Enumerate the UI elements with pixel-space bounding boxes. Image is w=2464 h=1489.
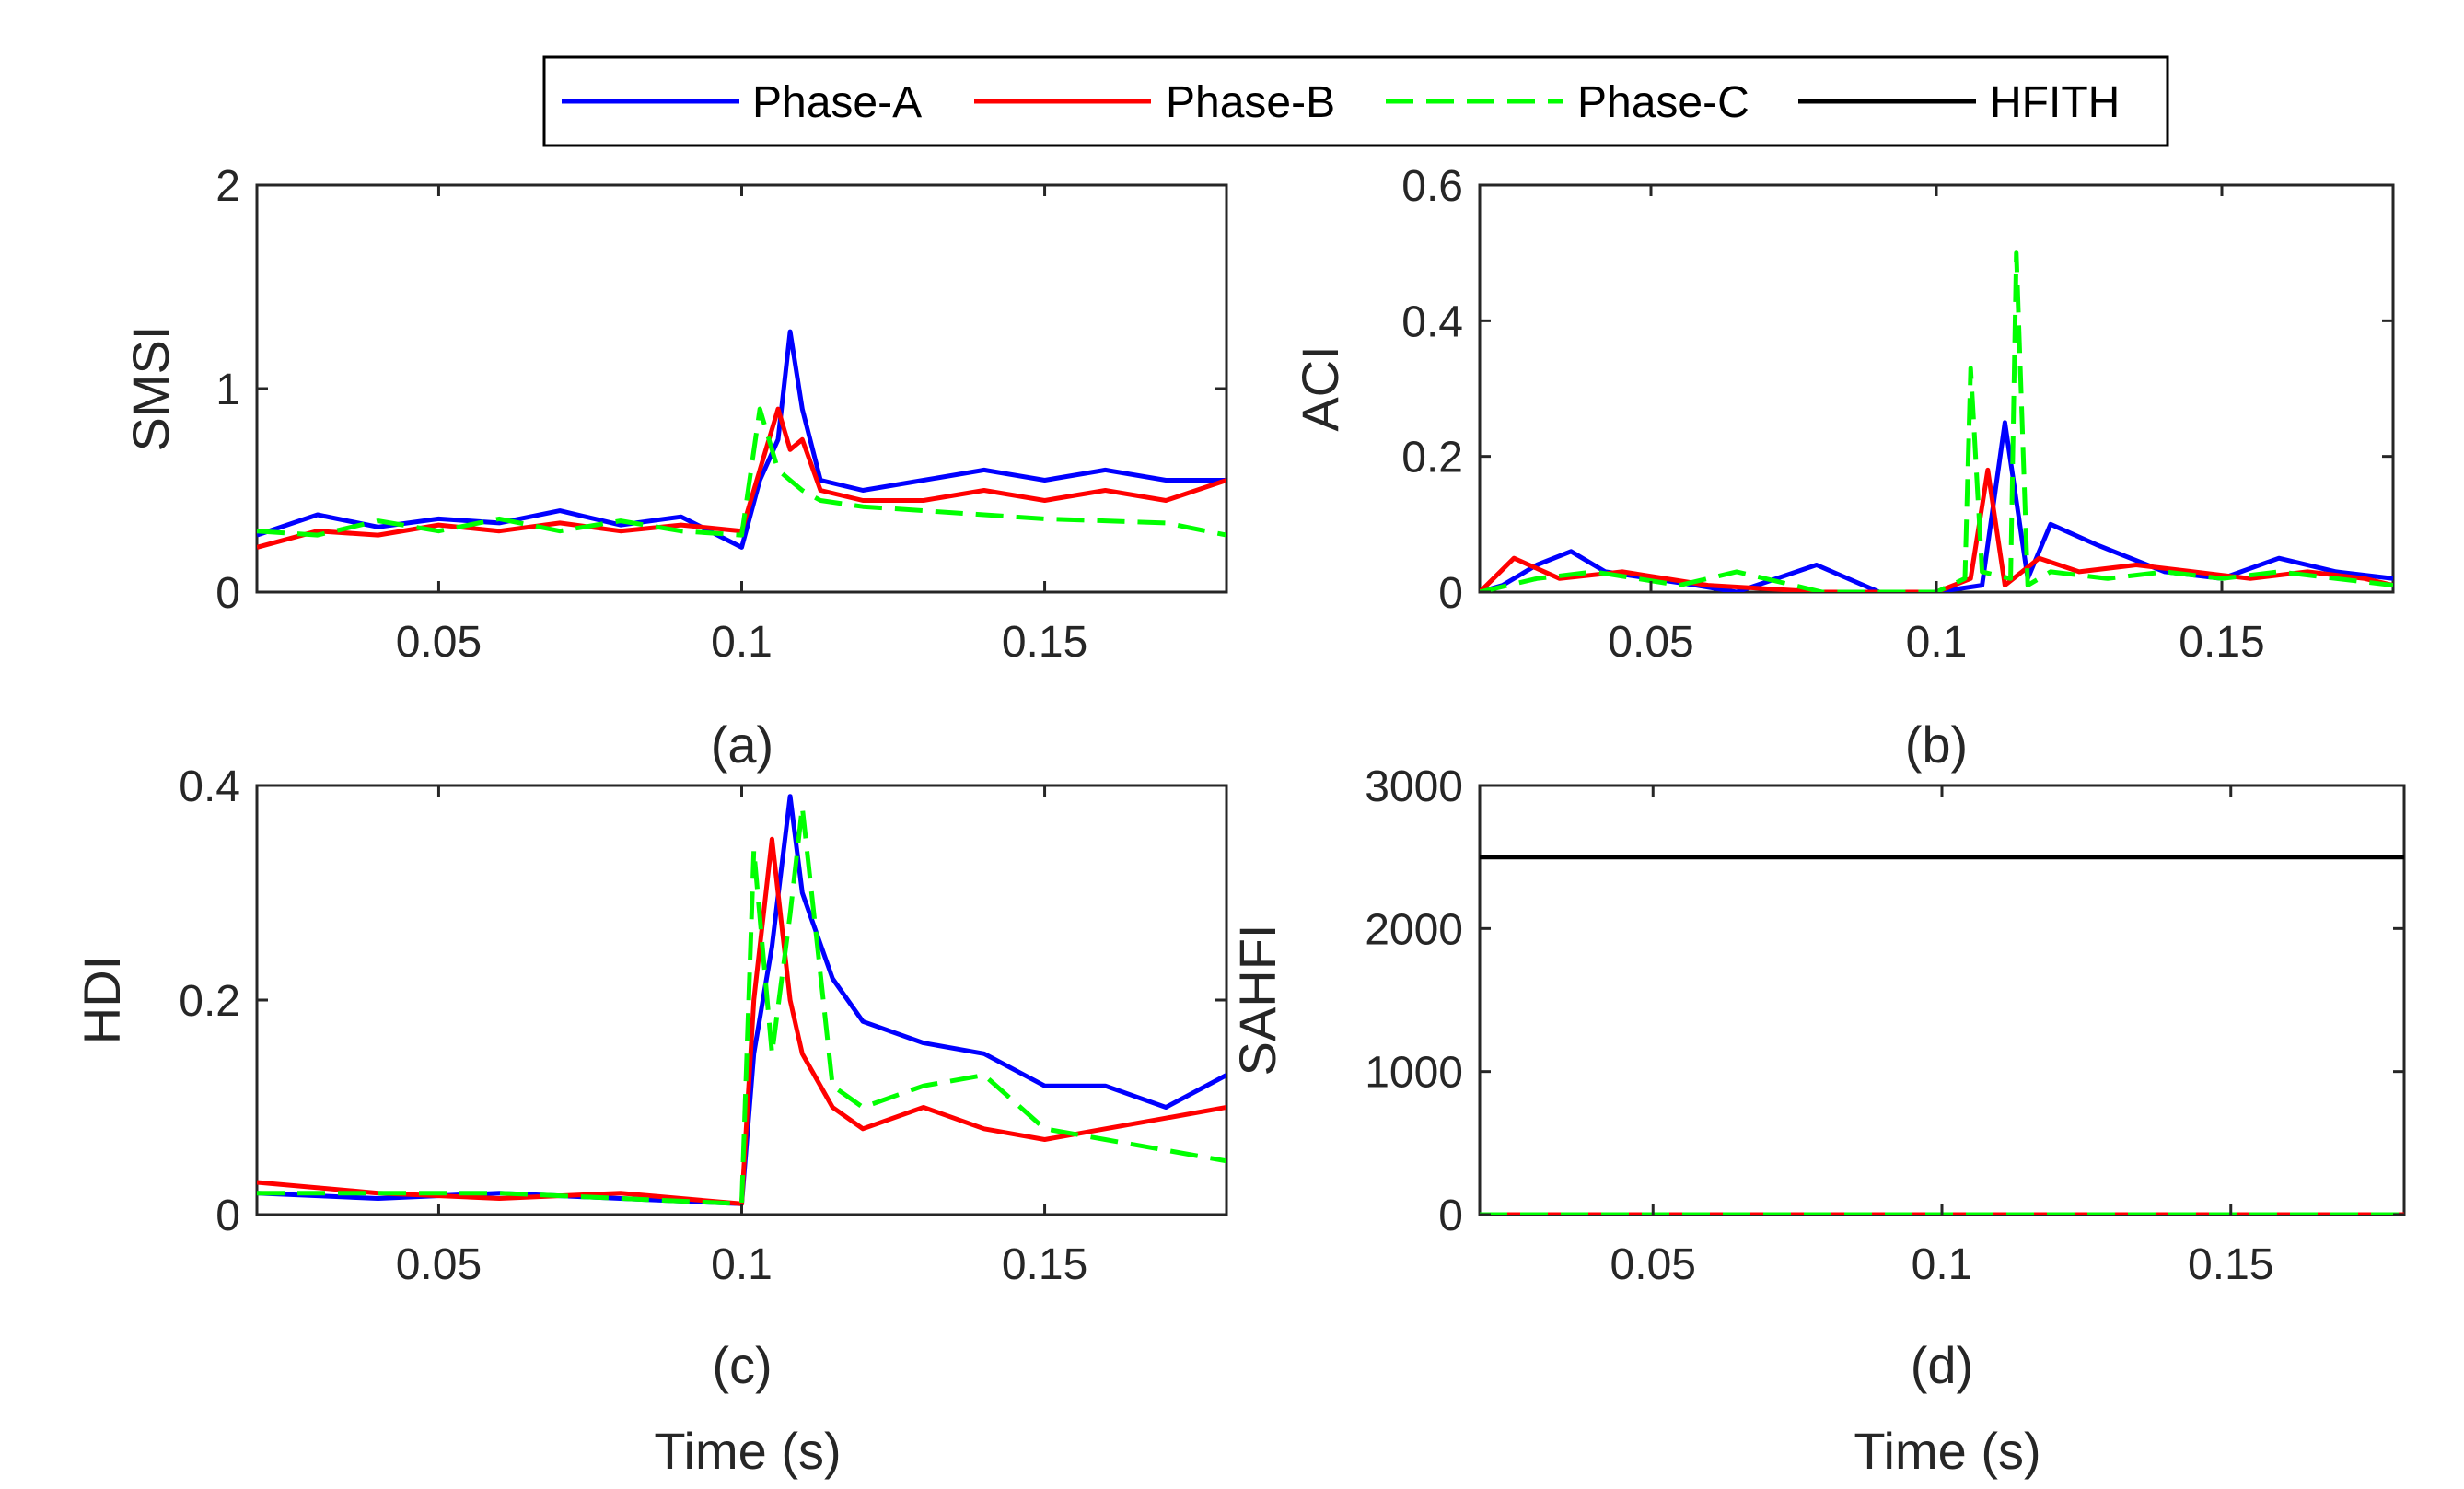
xtick-label: 0.1 (711, 618, 773, 667)
xtick-label: 0.15 (1002, 1240, 1087, 1289)
series-phase-c-line (1480, 250, 2393, 592)
ytick-label: 0 (215, 1192, 240, 1240)
legend-label-hfith: HFITH (1990, 78, 2120, 127)
xtick-label: 0.05 (396, 618, 482, 667)
subplot-d: 0.05 0.1 0.15 0 1000 2000 3000 SAHFI (d) Time … (1228, 762, 2406, 1480)
legend: Phase-A Phase-B Phase-C HFITH (542, 55, 2169, 147)
ytick-label: 0.4 (1401, 297, 1463, 346)
legend-label-phase-a: Phase-A (752, 78, 922, 127)
xtick-label: 0.05 (396, 1240, 482, 1289)
series-phase-c-line (257, 804, 1226, 1206)
xtick-label: 0.1 (1906, 618, 1968, 667)
axes-box-d (1478, 784, 2406, 1216)
ytick-label: 0.4 (179, 762, 240, 811)
ytick-label: 0 (215, 569, 240, 618)
legend-label-phase-b: Phase-B (1166, 78, 1335, 127)
ytick-label: 1000 (1365, 1049, 1463, 1098)
ytick-label: 0.2 (179, 977, 240, 1026)
xtick-label: 0.05 (1610, 1240, 1696, 1289)
ylabel-hdi: HDI (73, 956, 131, 1044)
ytick-label: 2000 (1365, 905, 1463, 954)
xtick-label: 0.15 (2179, 618, 2264, 667)
xtick-label: 0.05 (1608, 618, 1693, 667)
subplot-label-c: (c) (712, 1336, 772, 1394)
ytick-label: 1 (215, 366, 240, 414)
ytick-label: 2 (215, 162, 240, 211)
subplot-a: 0.05 0.1 0.15 0 1 2 SMSI (a) (122, 162, 1228, 774)
xtick-label: 0.1 (1912, 1240, 1973, 1289)
xtick-label: 0.1 (711, 1240, 773, 1289)
subplot-c: 0.05 0.1 0.15 0 0.2 0.4 HDI (c) Time (s) (73, 762, 1228, 1480)
subplot-b: 0.05 0.1 0.15 0 0.2 0.4 0.6 ACI (b) (1291, 162, 2395, 774)
xlabel-time-c: Time (s) (654, 1422, 841, 1480)
series-phase-a-line (1480, 420, 2393, 592)
subplot-label-b: (b) (1905, 715, 1968, 774)
series-phase-b-line (257, 836, 1226, 1206)
xtick-label: 0.15 (2188, 1240, 2273, 1289)
ytick-label: 0.6 (1401, 162, 1463, 211)
subplot-label-a: (a) (711, 715, 773, 774)
ytick-label: 3000 (1365, 762, 1463, 811)
legend-label-phase-c: Phase-C (1577, 78, 1749, 127)
series-phase-a-line (257, 329, 1226, 550)
ylabel-aci: ACI (1291, 345, 1349, 431)
series-phase-c-line (257, 406, 1226, 538)
ylabel-sahfi: SAHFI (1228, 925, 1286, 1076)
ytick-label: 0 (1438, 569, 1463, 618)
ytick-label: 0 (1438, 1192, 1463, 1240)
axes-box-b (1478, 183, 2395, 594)
xtick-label: 0.15 (1002, 618, 1087, 667)
ytick-label: 0.2 (1401, 434, 1463, 483)
xlabel-time-d: Time (s) (1854, 1422, 2040, 1480)
ylabel-smsi: SMSI (122, 326, 180, 452)
subplot-label-d: (d) (1911, 1336, 1973, 1394)
